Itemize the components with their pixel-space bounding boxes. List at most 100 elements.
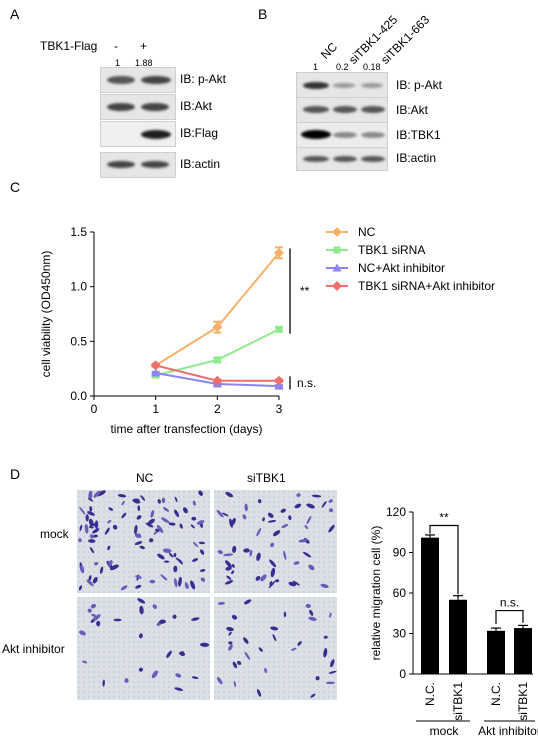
cell <box>242 514 247 520</box>
cell <box>138 667 143 672</box>
cell <box>89 506 93 512</box>
data-point <box>213 356 221 364</box>
cell <box>152 604 158 609</box>
cell <box>134 541 143 546</box>
cell <box>109 564 119 571</box>
cell <box>190 524 195 529</box>
cell <box>88 490 93 500</box>
cell <box>121 500 125 506</box>
cell <box>172 614 177 619</box>
cell <box>104 527 110 535</box>
cell <box>198 541 206 545</box>
cell <box>200 642 210 647</box>
data-point <box>332 281 342 291</box>
cell <box>91 613 97 617</box>
legend-label: TBK1 siRNA <box>358 243 425 257</box>
panel-a-lane-sign-1: - <box>114 39 118 53</box>
cell <box>267 520 277 523</box>
cell <box>107 545 111 551</box>
micrograph-grid <box>77 490 337 700</box>
cell <box>310 693 316 698</box>
series-line <box>155 252 280 367</box>
cell <box>192 500 196 506</box>
cell <box>196 520 205 525</box>
category-label: N.C. <box>489 682 503 706</box>
cell <box>174 578 178 588</box>
cell <box>302 551 312 558</box>
cell <box>244 503 248 512</box>
group-label: Akt inhibitor <box>478 724 538 738</box>
cell <box>191 516 197 521</box>
data-point <box>274 247 284 258</box>
cell <box>173 565 178 573</box>
cell <box>323 647 328 658</box>
category-label: siTBK1 <box>451 682 465 721</box>
cell <box>281 523 289 528</box>
panel-a-treatment-label: TBK1-Flag <box>40 39 98 53</box>
cell <box>268 580 276 589</box>
cell <box>256 689 262 697</box>
data-point <box>274 375 284 386</box>
cell <box>166 650 172 658</box>
cell <box>92 614 101 621</box>
cell <box>225 560 232 568</box>
cell <box>291 647 297 651</box>
panel-b-quant-3: 0.18 <box>363 62 381 72</box>
significance-label: ** <box>300 284 310 298</box>
cell <box>330 659 335 668</box>
cell <box>231 570 235 575</box>
cell <box>92 534 98 538</box>
cell <box>88 575 92 582</box>
cell <box>108 560 113 567</box>
cell <box>93 490 101 498</box>
cell <box>222 512 229 517</box>
cell <box>132 498 140 503</box>
significance-bracket <box>495 609 524 625</box>
cell <box>84 523 89 534</box>
panel-b-lane-nc: NC <box>318 39 341 62</box>
cell <box>228 644 233 651</box>
y-tick-label: 90 <box>393 546 407 560</box>
cell <box>88 497 94 502</box>
cell <box>298 539 308 543</box>
cell <box>80 565 85 574</box>
cell <box>270 542 275 548</box>
panel-a-letter: A <box>10 6 20 22</box>
y-tick-label: 1.0 <box>70 280 87 294</box>
cell <box>288 515 292 521</box>
cell <box>136 515 142 520</box>
y-tick-label: 0.0 <box>70 389 87 403</box>
panel-a-blot-akt <box>100 94 176 120</box>
cell <box>256 552 261 562</box>
legend-entry: NC+Akt inhibitor <box>326 261 445 275</box>
cell <box>96 490 106 497</box>
cell <box>258 647 263 652</box>
x-tick-label: 2 <box>214 402 221 416</box>
legend-label: NC+Akt inhibitor <box>358 261 445 275</box>
cell <box>137 533 142 539</box>
legend-entry: TBK1 siRNA <box>326 243 425 257</box>
cell <box>79 630 86 636</box>
cell <box>311 494 322 498</box>
bar <box>487 630 505 674</box>
y-axis-label: relative migration cell (%) <box>369 526 383 661</box>
cell <box>191 617 200 621</box>
data-point <box>212 322 223 333</box>
cell <box>283 550 287 560</box>
cell <box>90 603 96 609</box>
cell <box>264 667 268 674</box>
cell <box>297 641 302 646</box>
cell <box>262 517 265 522</box>
cell <box>216 676 223 685</box>
cell <box>160 574 168 581</box>
cell <box>228 641 233 645</box>
panel-b-blot-label-tbk1: IB:TBK1 <box>396 128 441 142</box>
y-tick-label: 60 <box>393 586 407 600</box>
panel-b-blot-tbk1 <box>296 122 388 148</box>
y-tick-label: 30 <box>393 627 407 641</box>
cell <box>223 553 234 557</box>
panel-d-row-label-mock: mock <box>40 527 69 541</box>
cell <box>157 499 161 504</box>
cell <box>107 519 112 524</box>
cell <box>306 515 312 525</box>
